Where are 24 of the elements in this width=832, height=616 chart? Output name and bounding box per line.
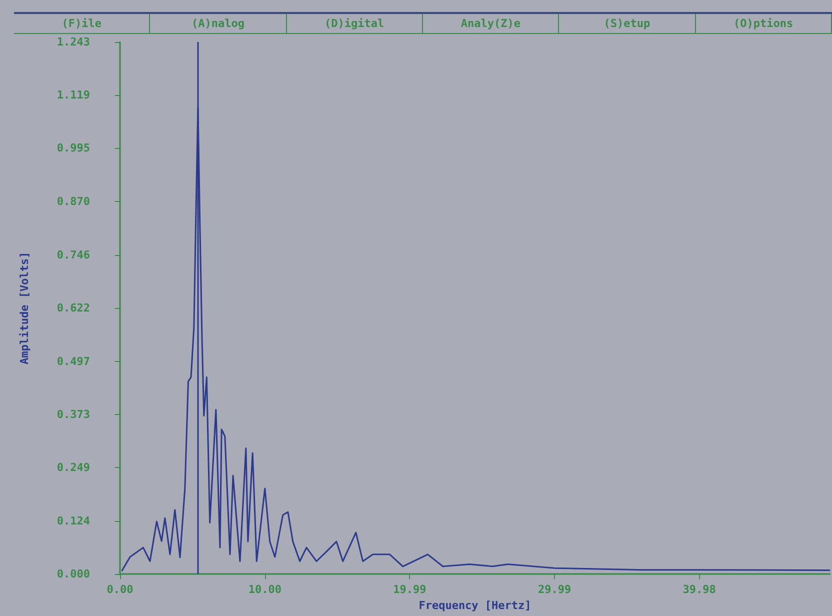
y-axis-title: Amplitude [Volts] (18, 252, 31, 364)
x-axis-title: Frequency [Hertz] (418, 599, 532, 612)
x-tick-label: 10.00 (248, 583, 282, 596)
text: (A)nalog (150, 14, 287, 33)
x-tick-label: 39.98 (682, 583, 716, 596)
x-tick-label: 0.00 (106, 583, 134, 596)
text: (S)etup (559, 14, 696, 33)
text: (F)ile (14, 14, 150, 33)
y-tick-label: 0.497 (56, 354, 90, 368)
x-tick-label: 19.99 (393, 583, 426, 596)
y-tick-label: 0.373 (56, 408, 90, 421)
y-tick-label: 0.000 (56, 568, 90, 581)
y-tick-label: 0.249 (56, 461, 90, 474)
y-tick-label: 1.243 (56, 36, 90, 48)
text: Analy(Z)e (422, 14, 560, 33)
text: (O)ptions (696, 14, 832, 33)
y-tick-label: 0.124 (56, 514, 90, 528)
text: (D)igital (286, 14, 423, 33)
y-tick-label: 0.870 (56, 195, 90, 208)
y-tick-label: 0.622 (56, 301, 90, 314)
y-tick-label: 0.746 (56, 248, 90, 262)
y-tick-label: 0.995 (56, 142, 90, 155)
y-tick-label: 1.119 (56, 88, 90, 102)
x-tick-label: 29.99 (538, 583, 572, 596)
